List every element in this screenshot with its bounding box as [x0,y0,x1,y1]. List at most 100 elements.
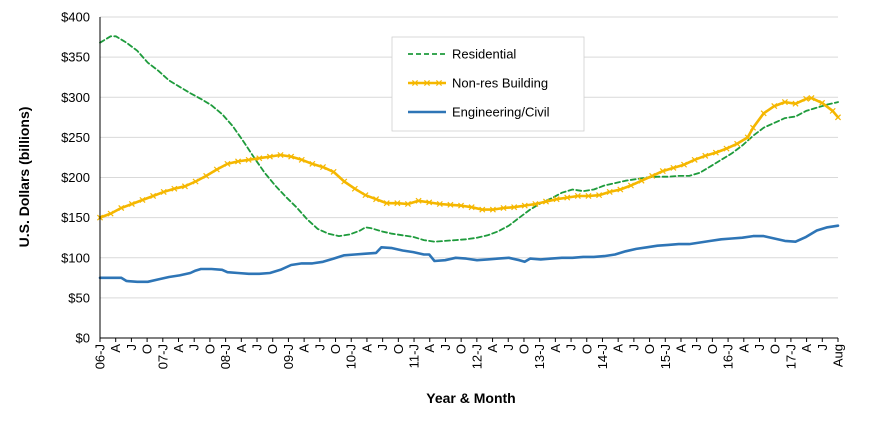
series-group [96,35,842,284]
x-tick-label: O [516,344,531,354]
x-tick-label: 08-J [218,344,233,369]
series-marker [447,201,454,208]
series-marker [245,156,252,163]
series-marker [649,172,656,179]
series-marker [803,95,810,102]
series-marker [394,200,401,207]
legend: Residential Non-res Building Engineering/C… [391,36,585,132]
x-tick-label: 10-J [344,344,359,369]
series-line-engineering-civil [98,224,840,284]
series-marker [760,110,767,117]
series-marker [213,166,220,173]
y-tick-label: $150 [61,210,90,225]
x-tick-label: O [454,344,469,354]
x-tick-label: A [799,344,814,353]
series-marker [160,188,167,195]
series-marker [553,196,560,203]
series-marker [266,153,273,160]
series-marker [341,178,348,185]
series-marker [521,202,528,209]
x-tick-label: 06-J [93,344,108,369]
legend-items: Residential Non-res Building Engineering/C… [408,47,550,120]
x-tick-label: 17-J [783,344,798,369]
series-marker [351,185,358,192]
series-marker [150,192,157,199]
series-marker [330,168,337,175]
series-marker [139,196,146,203]
y-tick-label: $50 [68,290,90,305]
x-tick-label: 07-J [155,344,170,369]
series-marker [458,202,465,209]
y-tick-label: $250 [61,130,90,145]
x-tick-label: A [736,344,751,353]
y-tick-label: $350 [61,50,90,65]
series-marker [288,153,295,160]
series-marker [834,114,842,121]
legend-marker [411,79,419,87]
series-marker [489,206,496,213]
x-tick-label: J [689,344,704,351]
x-tick-label: O [579,344,594,354]
x-tick-label: A [359,344,374,353]
series-marker [781,99,788,106]
series-marker [404,200,411,208]
series-marker [192,178,199,185]
series-marker [829,107,836,114]
series-marker [171,185,178,192]
x-tick-label: J [564,344,579,351]
x-tick-label: O [705,344,720,354]
series-marker [277,152,284,159]
series-marker [585,192,592,199]
x-tick-label: 11-J [407,344,422,368]
x-tick-label: A [422,344,437,353]
series-marker [373,196,380,203]
x-tick-label: A [297,344,312,353]
series-marker [808,95,815,102]
x-tick-label: J [815,344,830,351]
x-tick-label: Aug [831,344,846,367]
series-marker [362,192,369,199]
series-marker [606,188,613,195]
series-marker [319,164,327,171]
x-tick-label: J [501,344,516,351]
legend-label: Engineering/Civil [452,105,550,120]
series-marker [792,100,799,107]
series-marker [670,164,677,171]
x-tick-label: A [171,344,186,353]
x-tick-label: J [375,344,390,351]
x-tick-label: J [626,344,641,351]
series-marker [309,160,316,167]
series-marker [468,204,475,211]
series-marker [511,204,518,211]
series-marker [128,200,135,208]
series-marker [723,145,730,152]
x-tick-label: O [328,344,343,354]
series-marker [659,168,666,175]
x-tick-label: O [642,344,657,354]
y-tick-label: $200 [61,170,90,185]
x-tick-label: O [265,344,280,354]
series-marker [181,183,188,190]
series-marker [256,155,263,162]
legend-marker [423,79,431,87]
legend-label: Residential [452,47,516,62]
series-marker [532,200,539,208]
series-marker [691,156,698,163]
x-tick-label: A [611,344,626,353]
x-tick-label: A [108,344,123,353]
y-tick-label: $300 [61,90,90,105]
x-tick-label: A [548,344,563,353]
series-marker [426,199,433,206]
x-tick-label: O [768,344,783,354]
x-tick-label: 15-J [658,344,673,369]
x-tick-label: J [438,344,453,351]
series-marker [235,158,242,165]
series-marker [500,204,507,212]
series-marker [542,198,550,205]
x-tick-label: J [250,344,265,351]
series-marker [224,160,231,167]
y-tick-label: $0 [76,331,90,346]
series-marker [479,206,486,213]
